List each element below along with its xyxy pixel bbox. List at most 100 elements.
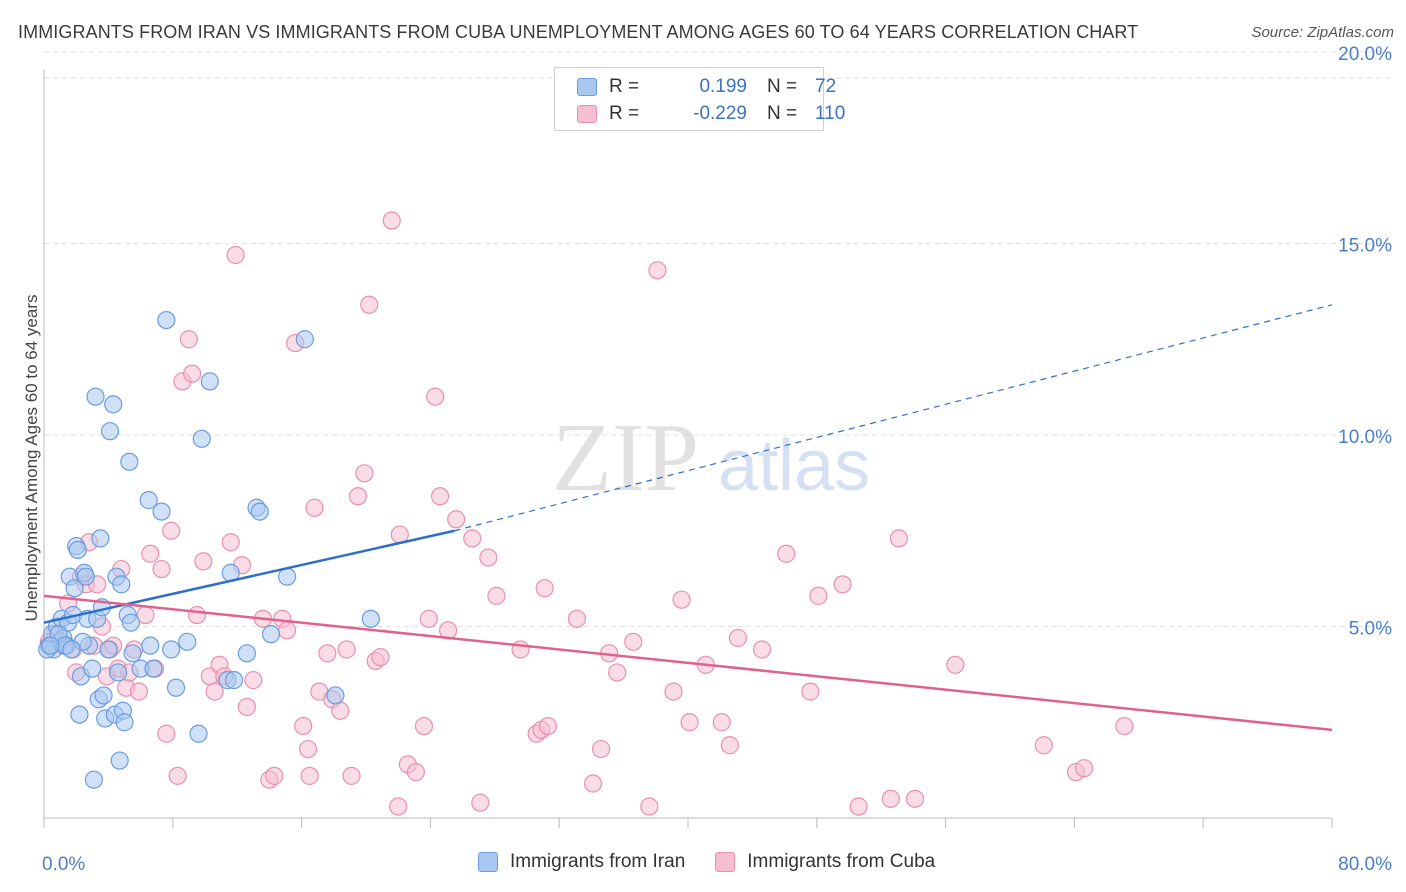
data-point [94, 686, 113, 705]
data-point [567, 609, 587, 628]
data-point [360, 295, 379, 314]
data-point [68, 540, 87, 560]
data-point [487, 586, 506, 605]
data-point [664, 682, 683, 701]
data-point [166, 678, 186, 697]
x-axis-ticks [43, 818, 1333, 828]
legend-cuba-n-label: N = [767, 103, 798, 124]
data-point [331, 701, 350, 720]
data-point [728, 628, 748, 648]
legend-cuba-n-value: 110 [815, 103, 846, 124]
trend-lines [43, 304, 1333, 732]
data-point [144, 659, 163, 678]
data-point [905, 789, 925, 808]
data-point [120, 452, 139, 471]
data-point [123, 644, 142, 663]
data-point [250, 502, 269, 521]
data-point [278, 621, 297, 640]
legend-cuba-r-label: R = [609, 103, 640, 124]
data-point [237, 644, 256, 663]
data-point [809, 586, 828, 605]
data-point [194, 552, 213, 571]
data-point [99, 640, 118, 659]
data-point [261, 625, 281, 644]
data-point [115, 713, 134, 732]
watermark-zip: ZIP [552, 404, 699, 512]
y-axis-label: Unemployment Among Ages 60 to 64 years [22, 295, 41, 622]
y-tick-label: 15.0% [1338, 236, 1392, 257]
series-legend-label-cuba: Immigrants from Cuba [747, 851, 936, 872]
data-point [41, 636, 60, 655]
data-point [889, 529, 909, 548]
trend-line-cuba [43, 594, 1333, 732]
data-point [62, 640, 81, 659]
data-point [511, 640, 530, 659]
data-point [152, 559, 171, 579]
y-axis-tick-labels: 5.0% 10.0% 15.0% 20.0% [1338, 44, 1392, 640]
legend-cuba-r-value: -0.229 [693, 103, 747, 124]
data-point [168, 766, 187, 785]
y-tick-label: 20.0% [1338, 44, 1392, 65]
data-point [162, 640, 181, 659]
trend-line-iran-extension [454, 304, 1333, 532]
data-point [189, 724, 208, 743]
watermark-atlas: atlas [718, 426, 870, 506]
data-point [406, 762, 426, 782]
data-point [355, 464, 374, 483]
legend-iran-r-value: 0.199 [699, 76, 747, 97]
correlation-legend: R = 0.199 N = 72 R = -0.229 N = 110 [554, 67, 845, 131]
data-point [447, 510, 466, 529]
data-point [205, 682, 224, 701]
data-point [76, 567, 95, 586]
data-point [104, 395, 123, 414]
data-point [326, 686, 345, 705]
legend-iran-n-value: 72 [815, 76, 837, 97]
data-point [157, 724, 176, 743]
data-point [294, 716, 313, 736]
data-point [121, 613, 141, 632]
y-tick-label: 10.0% [1338, 427, 1392, 448]
data-point [305, 498, 324, 517]
data-point [129, 682, 149, 701]
data-point [112, 575, 131, 594]
data-point [200, 372, 219, 391]
data-point [720, 736, 739, 755]
source-credit: Source: ZipAtlas.com [1251, 24, 1394, 41]
data-point [430, 487, 450, 506]
data-point [414, 716, 434, 736]
data-point [1034, 736, 1053, 755]
data-point [479, 548, 498, 567]
data-point [640, 797, 659, 816]
data-point [591, 739, 611, 759]
series-legend-iran: Immigrants from Iran [478, 851, 685, 873]
x-tick-label-min: 0.0% [42, 854, 85, 875]
data-point [318, 644, 337, 663]
data-point [192, 429, 211, 448]
data-point [680, 713, 699, 732]
series-legend-cuba: Immigrants from Cuba [715, 851, 935, 873]
data-point [419, 609, 438, 628]
data-point [471, 793, 490, 812]
legend-swatch-cuba [577, 105, 597, 123]
data-point [371, 648, 390, 667]
data-point [361, 609, 380, 628]
data-point [389, 797, 408, 816]
data-point [583, 774, 603, 793]
legend-row-cuba: R = -0.229 N = 110 [555, 100, 845, 128]
data-point [91, 529, 110, 548]
data-point [672, 590, 691, 609]
data-point [348, 487, 368, 506]
data-point [1115, 716, 1134, 736]
y-tick-label: 5.0% [1349, 619, 1392, 640]
data-point [157, 311, 176, 330]
series-legend: Immigrants from Iran Immigrants from Cub… [478, 851, 965, 873]
chart-title: IMMIGRANTS FROM IRAN VS IMMIGRANTS FROM … [18, 22, 1139, 42]
data-point [463, 529, 482, 548]
data-point [295, 330, 314, 349]
data-point [777, 544, 796, 563]
data-point [535, 579, 554, 598]
data-point [648, 261, 667, 280]
data-point [946, 655, 965, 674]
data-point [300, 766, 319, 785]
